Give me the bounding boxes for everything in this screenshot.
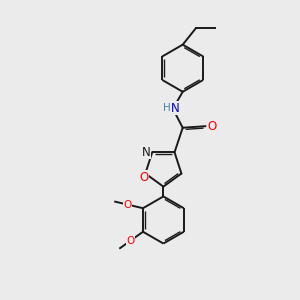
Text: O: O [208,120,217,133]
Text: H: H [163,103,171,113]
Text: O: O [139,171,148,184]
Text: O: O [124,200,132,210]
Text: N: N [171,102,180,115]
Text: N: N [142,146,151,159]
Text: O: O [126,236,134,246]
